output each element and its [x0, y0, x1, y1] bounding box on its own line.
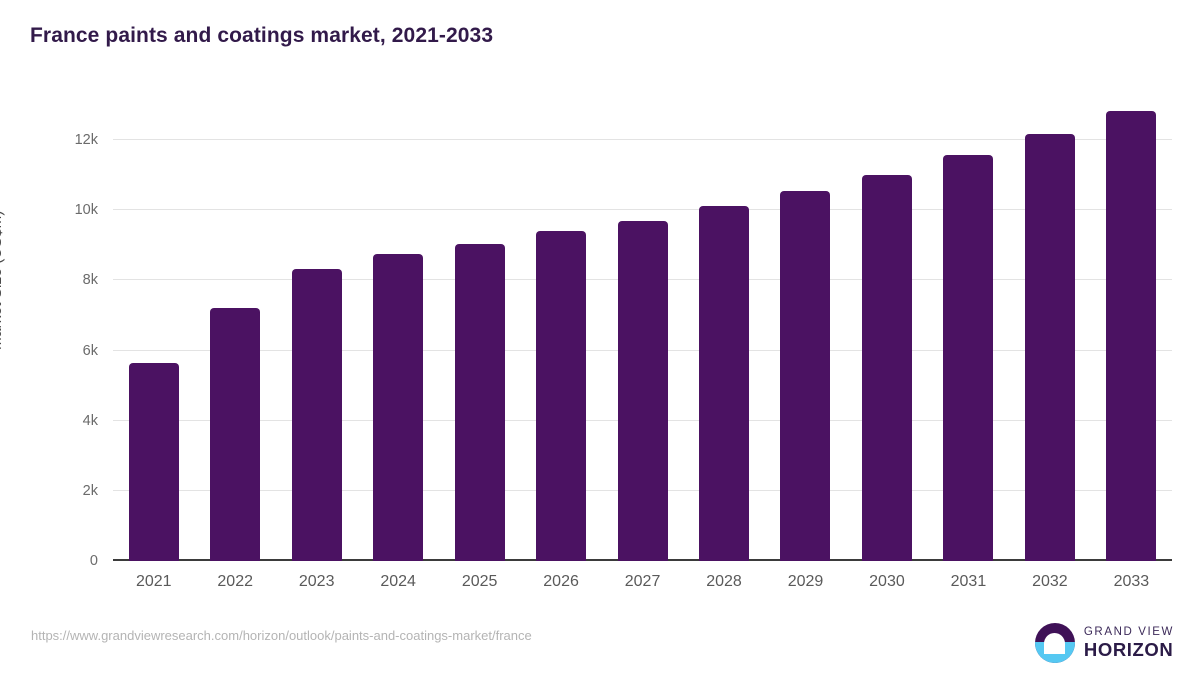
x-axis-tick-label: 2023: [298, 573, 335, 590]
bar-slot: [1091, 100, 1172, 561]
logo-wordmark: GRAND VIEW HORIZON: [1083, 625, 1174, 660]
y-axis-tick-label: 4k: [82, 412, 98, 429]
bar[interactable]: [617, 221, 668, 561]
x-axis-tick-labels: 2021 2022 2023 2024 2025 2026 2027 2028 2029 2030…: [113, 573, 1172, 591]
bar-slot: [276, 100, 357, 561]
x-axis-tick-label: 2021: [135, 573, 172, 590]
bar[interactable]: [291, 269, 342, 561]
source-url[interactable]: https://www.grandviewresearch.com/horizo…: [31, 628, 532, 643]
y-axis-tick-label: 12k: [74, 132, 98, 148]
gridline: [113, 139, 1172, 140]
bar-slot: [928, 100, 1009, 561]
y-axis-tick-label: 2k: [82, 482, 98, 499]
bar[interactable]: [128, 363, 179, 561]
horizon-sunset-icon: [1034, 623, 1075, 663]
y-axis-tick-label: 10k: [74, 202, 98, 219]
bar-slot: [520, 100, 601, 561]
x-axis-tick-label: 2026: [543, 573, 579, 590]
bar[interactable]: [780, 191, 831, 561]
bar-slot: [602, 100, 683, 561]
bar[interactable]: [1024, 133, 1075, 561]
x-axis-tick-label: 2022: [217, 573, 253, 590]
bar[interactable]: [699, 206, 750, 561]
bar-slot: [113, 100, 194, 561]
x-axis-tick-label: 2030: [869, 573, 905, 590]
grand-view-horizon-logo[interactable]: GRAND VIEW HORIZON: [1034, 621, 1174, 665]
chart-title: France paints and coatings market, 2021-…: [30, 24, 494, 47]
x-axis-tick-label: 2033: [1113, 573, 1150, 590]
logo-bottom-line: HORIZON: [1083, 639, 1174, 660]
gridline: [113, 209, 1172, 211]
y-axis-tick-label: 8k: [82, 272, 98, 289]
bar[interactable]: [373, 253, 424, 561]
bar[interactable]: [536, 230, 587, 561]
bar-slot: [846, 100, 927, 561]
bar[interactable]: [454, 243, 505, 561]
x-axis-tick-label: 2025: [461, 573, 498, 590]
bar-series: [113, 100, 1172, 561]
y-axis-tick-label: 0: [89, 553, 98, 569]
logo-sun-dome-shape: [1044, 633, 1066, 655]
x-axis-tick-label: 2031: [950, 573, 987, 590]
bar[interactable]: [861, 175, 912, 561]
bar[interactable]: [210, 308, 261, 561]
bar-slot: [357, 100, 438, 561]
bar-slot: [765, 100, 846, 561]
logo-top-line: GRAND VIEW: [1083, 625, 1174, 638]
x-axis-tick-label: 2027: [624, 573, 661, 590]
bar[interactable]: [1106, 110, 1157, 561]
x-axis-tick-label: 2028: [706, 573, 742, 590]
y-axis-tick-label: 6k: [82, 342, 98, 359]
logo-ray-2: [1048, 650, 1061, 653]
bar-slot: [439, 100, 520, 561]
logo-ray-1: [1046, 645, 1064, 648]
x-axis-tick-label: 2024: [380, 573, 416, 590]
bar[interactable]: [943, 154, 994, 561]
bar-slot: [1009, 100, 1090, 561]
bar-slot: [194, 100, 275, 561]
x-axis-tick-label: 2032: [1032, 573, 1068, 590]
bar-slot: [683, 100, 764, 561]
x-axis-tick-label: 2029: [787, 573, 824, 590]
